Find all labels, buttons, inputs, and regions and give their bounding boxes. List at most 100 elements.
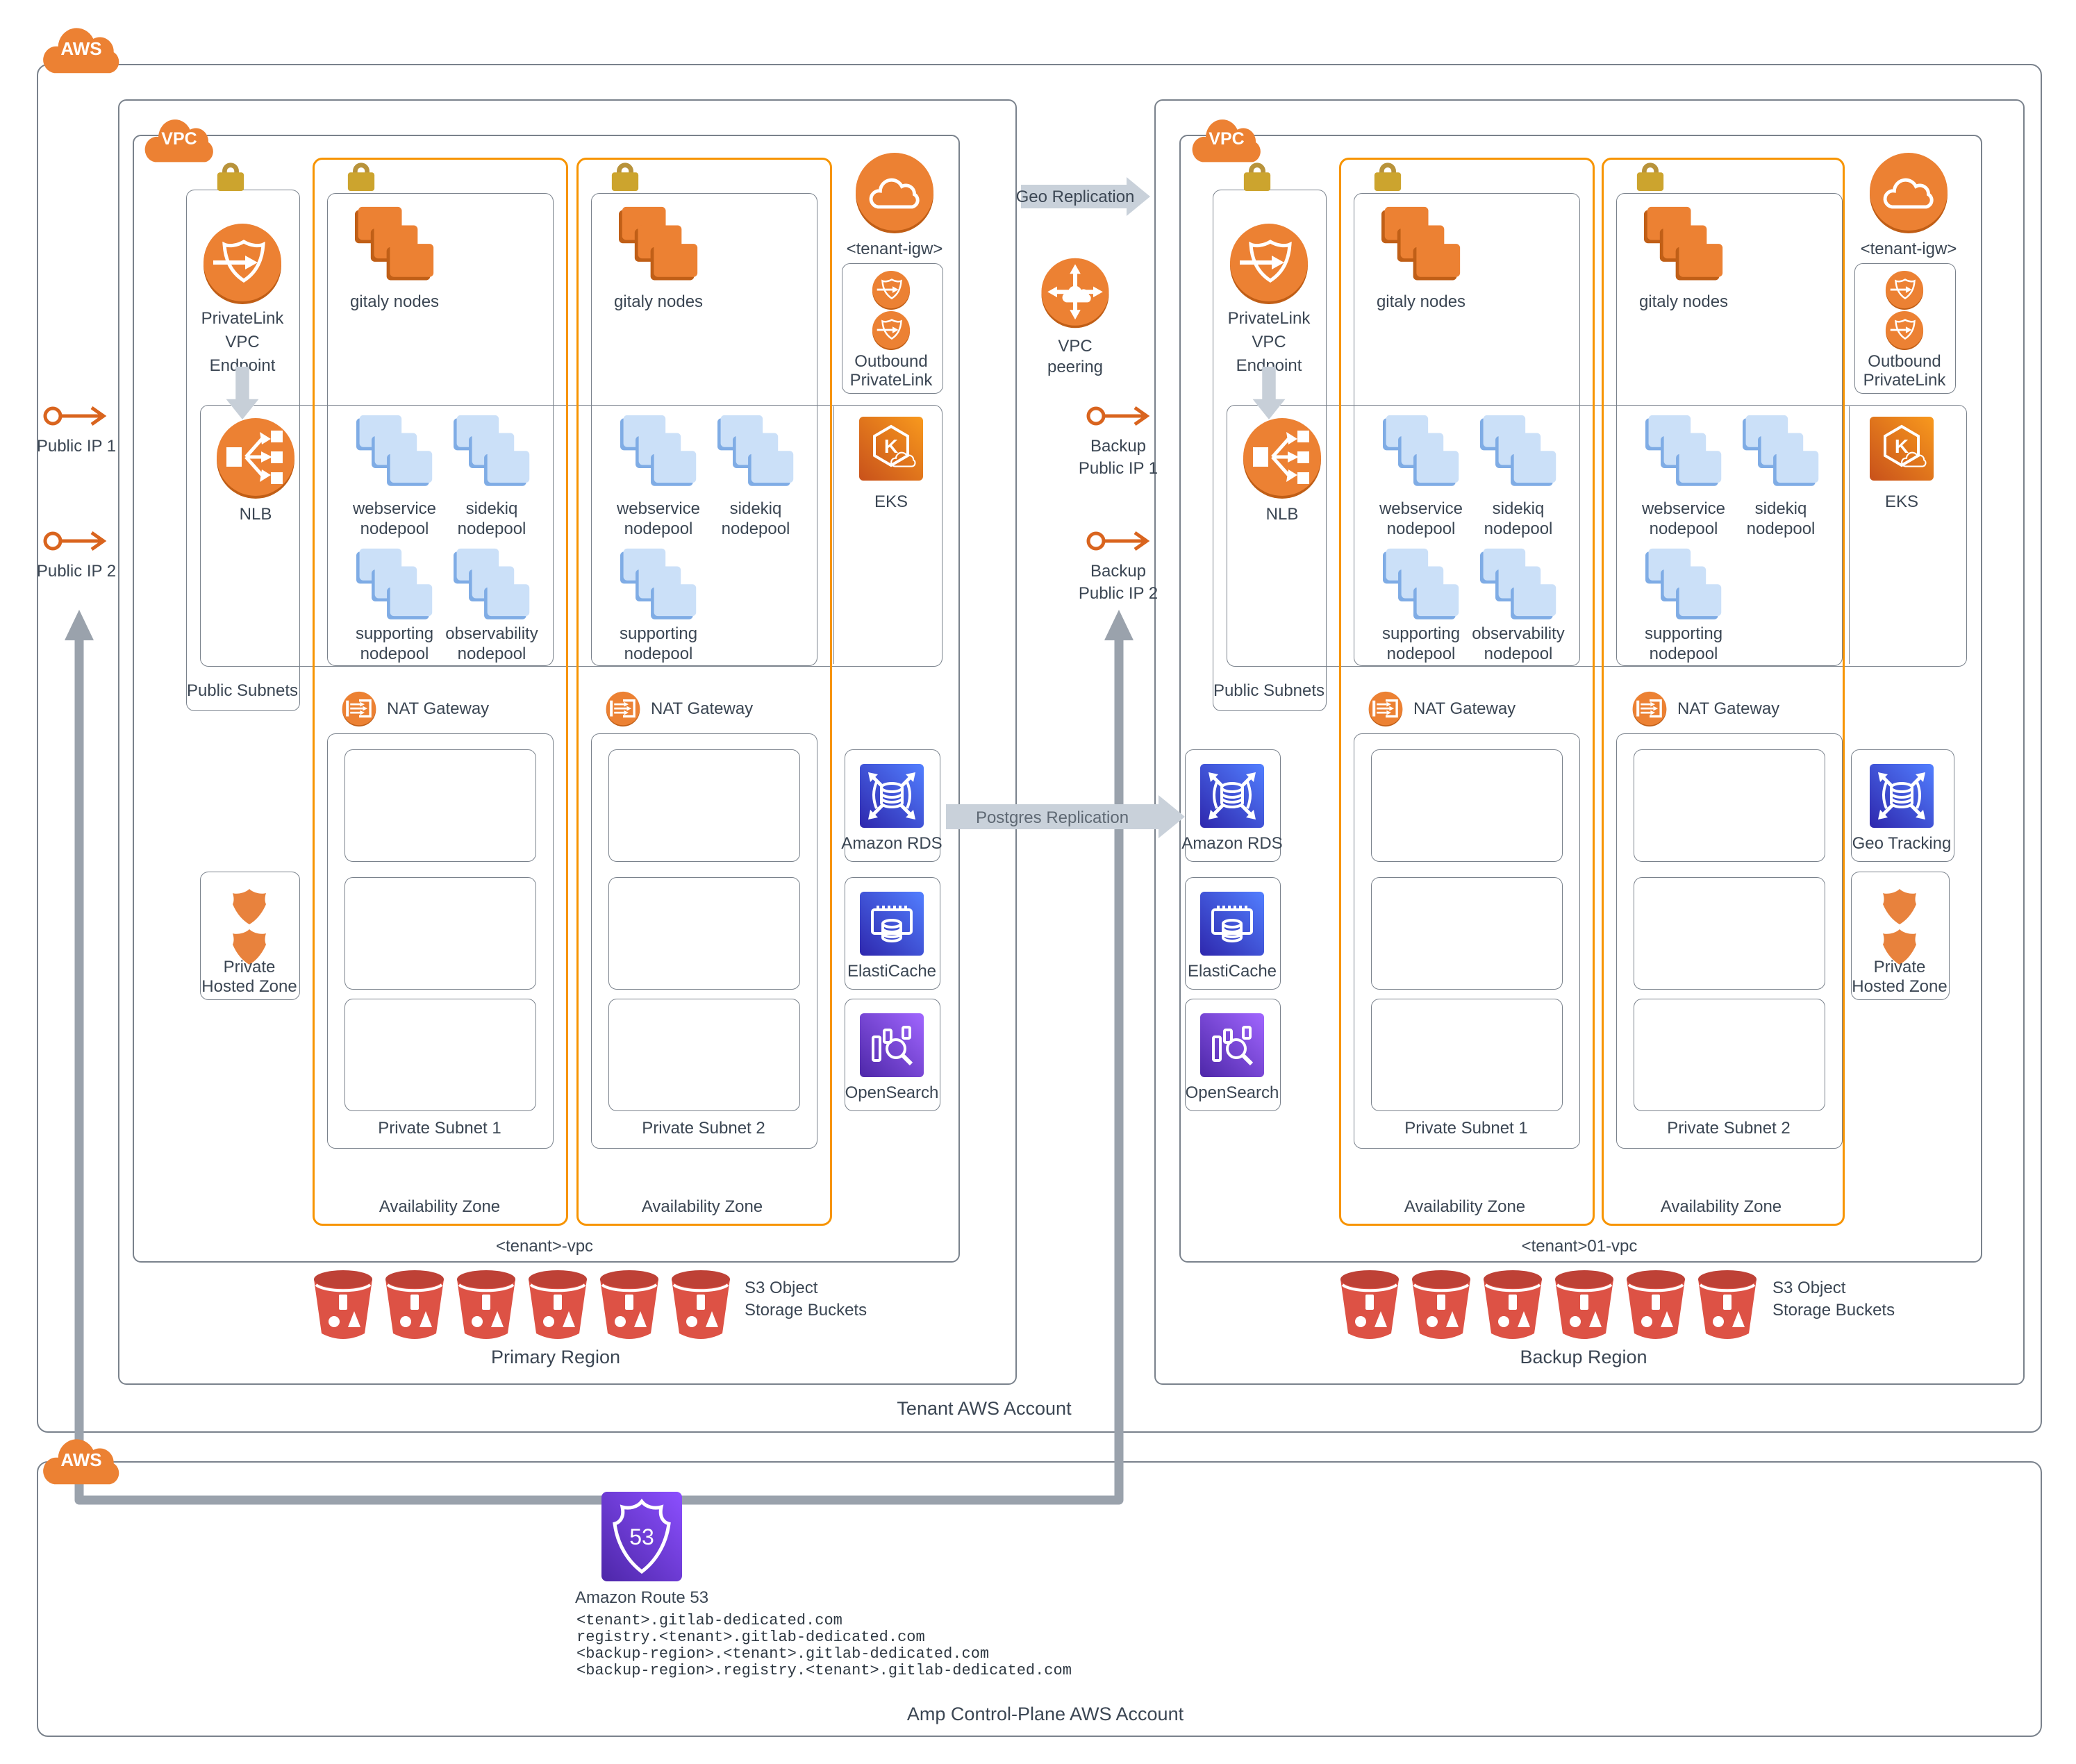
primary-vpc-box bbox=[133, 135, 960, 1263]
backup-private-subnet1-box bbox=[1354, 733, 1580, 1149]
public-ip-icon bbox=[1086, 406, 1150, 426]
elasticache-label: ElastiCache bbox=[847, 962, 937, 981]
primary-vpc-name-label: <tenant>-vpc bbox=[495, 1237, 594, 1256]
gitaly-nodes-icon bbox=[354, 206, 436, 286]
primary-region-box bbox=[118, 99, 1017, 1385]
backup-geo-tracking-box bbox=[1851, 749, 1954, 862]
backup-eks-band-box bbox=[1227, 405, 1967, 667]
gitaly-nodes-icon bbox=[618, 206, 700, 286]
tenant-account-box bbox=[37, 64, 2042, 1433]
observability-nodepool-label: observability bbox=[1472, 624, 1565, 643]
sidekiq-nodepool-label: nodepool bbox=[1746, 519, 1816, 538]
observability-nodepool-label: nodepool bbox=[457, 644, 526, 663]
lock-icon bbox=[346, 160, 376, 193]
primary-eks-band-box bbox=[200, 405, 942, 667]
amazon-rds-icon bbox=[1200, 764, 1264, 828]
private-subnet-2-label: Private Subnet 2 bbox=[642, 1119, 765, 1138]
subnet-row-box bbox=[344, 999, 536, 1111]
vpc-peering-icon bbox=[1039, 256, 1111, 331]
public-ip-icon bbox=[1086, 531, 1150, 551]
backup-az1-box bbox=[1339, 158, 1595, 1226]
supporting-nodepool-label: supporting bbox=[619, 624, 698, 643]
subnet-row-box bbox=[608, 999, 800, 1111]
subnet-row-box bbox=[344, 877, 536, 990]
s3-label: S3 Object bbox=[1772, 1279, 1846, 1297]
nat-gateway-label: NAT Gateway bbox=[651, 699, 754, 718]
primary-opensearch-box bbox=[845, 999, 940, 1111]
backup-public-ip-2-label: Public IP 2 bbox=[1078, 584, 1159, 603]
up-arrowhead-backup bbox=[1104, 610, 1134, 640]
public-ip-icon bbox=[43, 531, 107, 551]
opensearch-label: OpenSearch bbox=[1185, 1083, 1279, 1102]
supporting-nodepool-label: nodepool bbox=[624, 644, 693, 663]
s3-label: Storage Buckets bbox=[745, 1301, 867, 1320]
elasticache-label: ElastiCache bbox=[1187, 962, 1277, 981]
s3-bucket-icon bbox=[526, 1268, 590, 1342]
postgres-replication-arrowhead bbox=[1159, 795, 1185, 838]
outbound-privatelink-label: Outbound bbox=[1868, 352, 1941, 371]
route53-label: Amazon Route 53 bbox=[574, 1588, 709, 1607]
backup-private-hosted-zone-box bbox=[1851, 872, 1950, 1000]
geo-replication-arrowhead bbox=[1127, 177, 1150, 216]
observability-nodepool-icon bbox=[451, 547, 533, 625]
primary-az1-box bbox=[313, 158, 568, 1226]
backup-outbound-privatelink-box bbox=[1854, 263, 1956, 394]
supporting-nodepool-label: supporting bbox=[1381, 624, 1461, 643]
internet-gateway-icon bbox=[853, 150, 936, 236]
amazon-rds-icon bbox=[860, 764, 924, 828]
nlb-icon bbox=[214, 415, 297, 501]
private-hosted-zone-label: Private bbox=[1873, 958, 1926, 976]
route53-icon bbox=[601, 1492, 682, 1581]
subnet-row-box bbox=[608, 877, 800, 990]
nat-gateway-icon bbox=[341, 690, 377, 728]
supporting-nodepool-icon bbox=[1643, 547, 1725, 625]
sidekiq-nodepool-label: sidekiq bbox=[729, 499, 782, 518]
down-arrow-icon bbox=[1252, 367, 1286, 421]
webservice-nodepool-icon bbox=[1381, 414, 1463, 492]
elasticache-icon bbox=[1200, 892, 1264, 956]
observability-nodepool-label: observability bbox=[445, 624, 538, 643]
webservice-nodepool-label: webservice bbox=[1379, 499, 1463, 518]
nat-gateway-icon bbox=[1631, 690, 1668, 728]
lock-icon bbox=[1242, 160, 1272, 193]
tenant-account-label: Tenant AWS Account bbox=[897, 1398, 1072, 1419]
privatelink-endpoint-label: PrivateLink bbox=[1227, 309, 1311, 328]
s3-bucket-icon bbox=[1552, 1268, 1616, 1342]
vpc-peering-label: VPC bbox=[1058, 337, 1093, 356]
s3-bucket-icon bbox=[1481, 1268, 1545, 1342]
webservice-nodepool-label: webservice bbox=[616, 499, 701, 518]
webservice-nodepool-label: nodepool bbox=[360, 519, 429, 538]
observability-nodepool-label: nodepool bbox=[1484, 644, 1553, 663]
backup-public-ip-1-label: Public IP 1 bbox=[1078, 459, 1159, 478]
s3-bucket-icon bbox=[383, 1268, 447, 1342]
primary-private-hosted-zone-box bbox=[200, 872, 300, 1000]
privatelink-vpc-endpoint-icon bbox=[201, 221, 284, 307]
backup-rds-box bbox=[1185, 749, 1281, 862]
webservice-nodepool-icon bbox=[618, 414, 700, 492]
observability-nodepool-icon bbox=[1478, 547, 1560, 625]
control-plane-account-box bbox=[37, 1461, 2042, 1737]
gitaly-nodes-label: gitaly nodes bbox=[1638, 292, 1729, 311]
subnet-row-box bbox=[1371, 877, 1563, 990]
sidekiq-nodepool-icon bbox=[451, 414, 533, 492]
backup-private-subnet2-box bbox=[1616, 733, 1843, 1149]
s3-bucket-icon bbox=[1624, 1268, 1688, 1342]
vpc-badge-label: VPC bbox=[161, 129, 197, 149]
outbound-privatelink-icon bbox=[871, 269, 911, 311]
backup-eks-divider bbox=[1849, 406, 1850, 664]
availability-zone-label: Availability Zone bbox=[379, 1197, 501, 1216]
aws-badge-label: AWS bbox=[60, 1449, 102, 1470]
primary-private-subnet2-box bbox=[591, 733, 817, 1149]
opensearch-icon bbox=[1200, 1013, 1264, 1077]
aws-badge-label: AWS bbox=[60, 38, 102, 59]
backup-region-label: Backup Region bbox=[1520, 1347, 1647, 1367]
private-hosted-zone-label: Private bbox=[223, 958, 276, 976]
control-plane-account-label: Amp Control-Plane AWS Account bbox=[906, 1704, 1184, 1724]
s3-bucket-icon bbox=[1338, 1268, 1402, 1342]
outbound-privatelink-icon bbox=[871, 310, 911, 351]
private-hosted-zone-label: Hosted Zone bbox=[1852, 977, 1948, 996]
lock-icon bbox=[610, 160, 640, 193]
sidekiq-nodepool-icon bbox=[715, 414, 797, 492]
